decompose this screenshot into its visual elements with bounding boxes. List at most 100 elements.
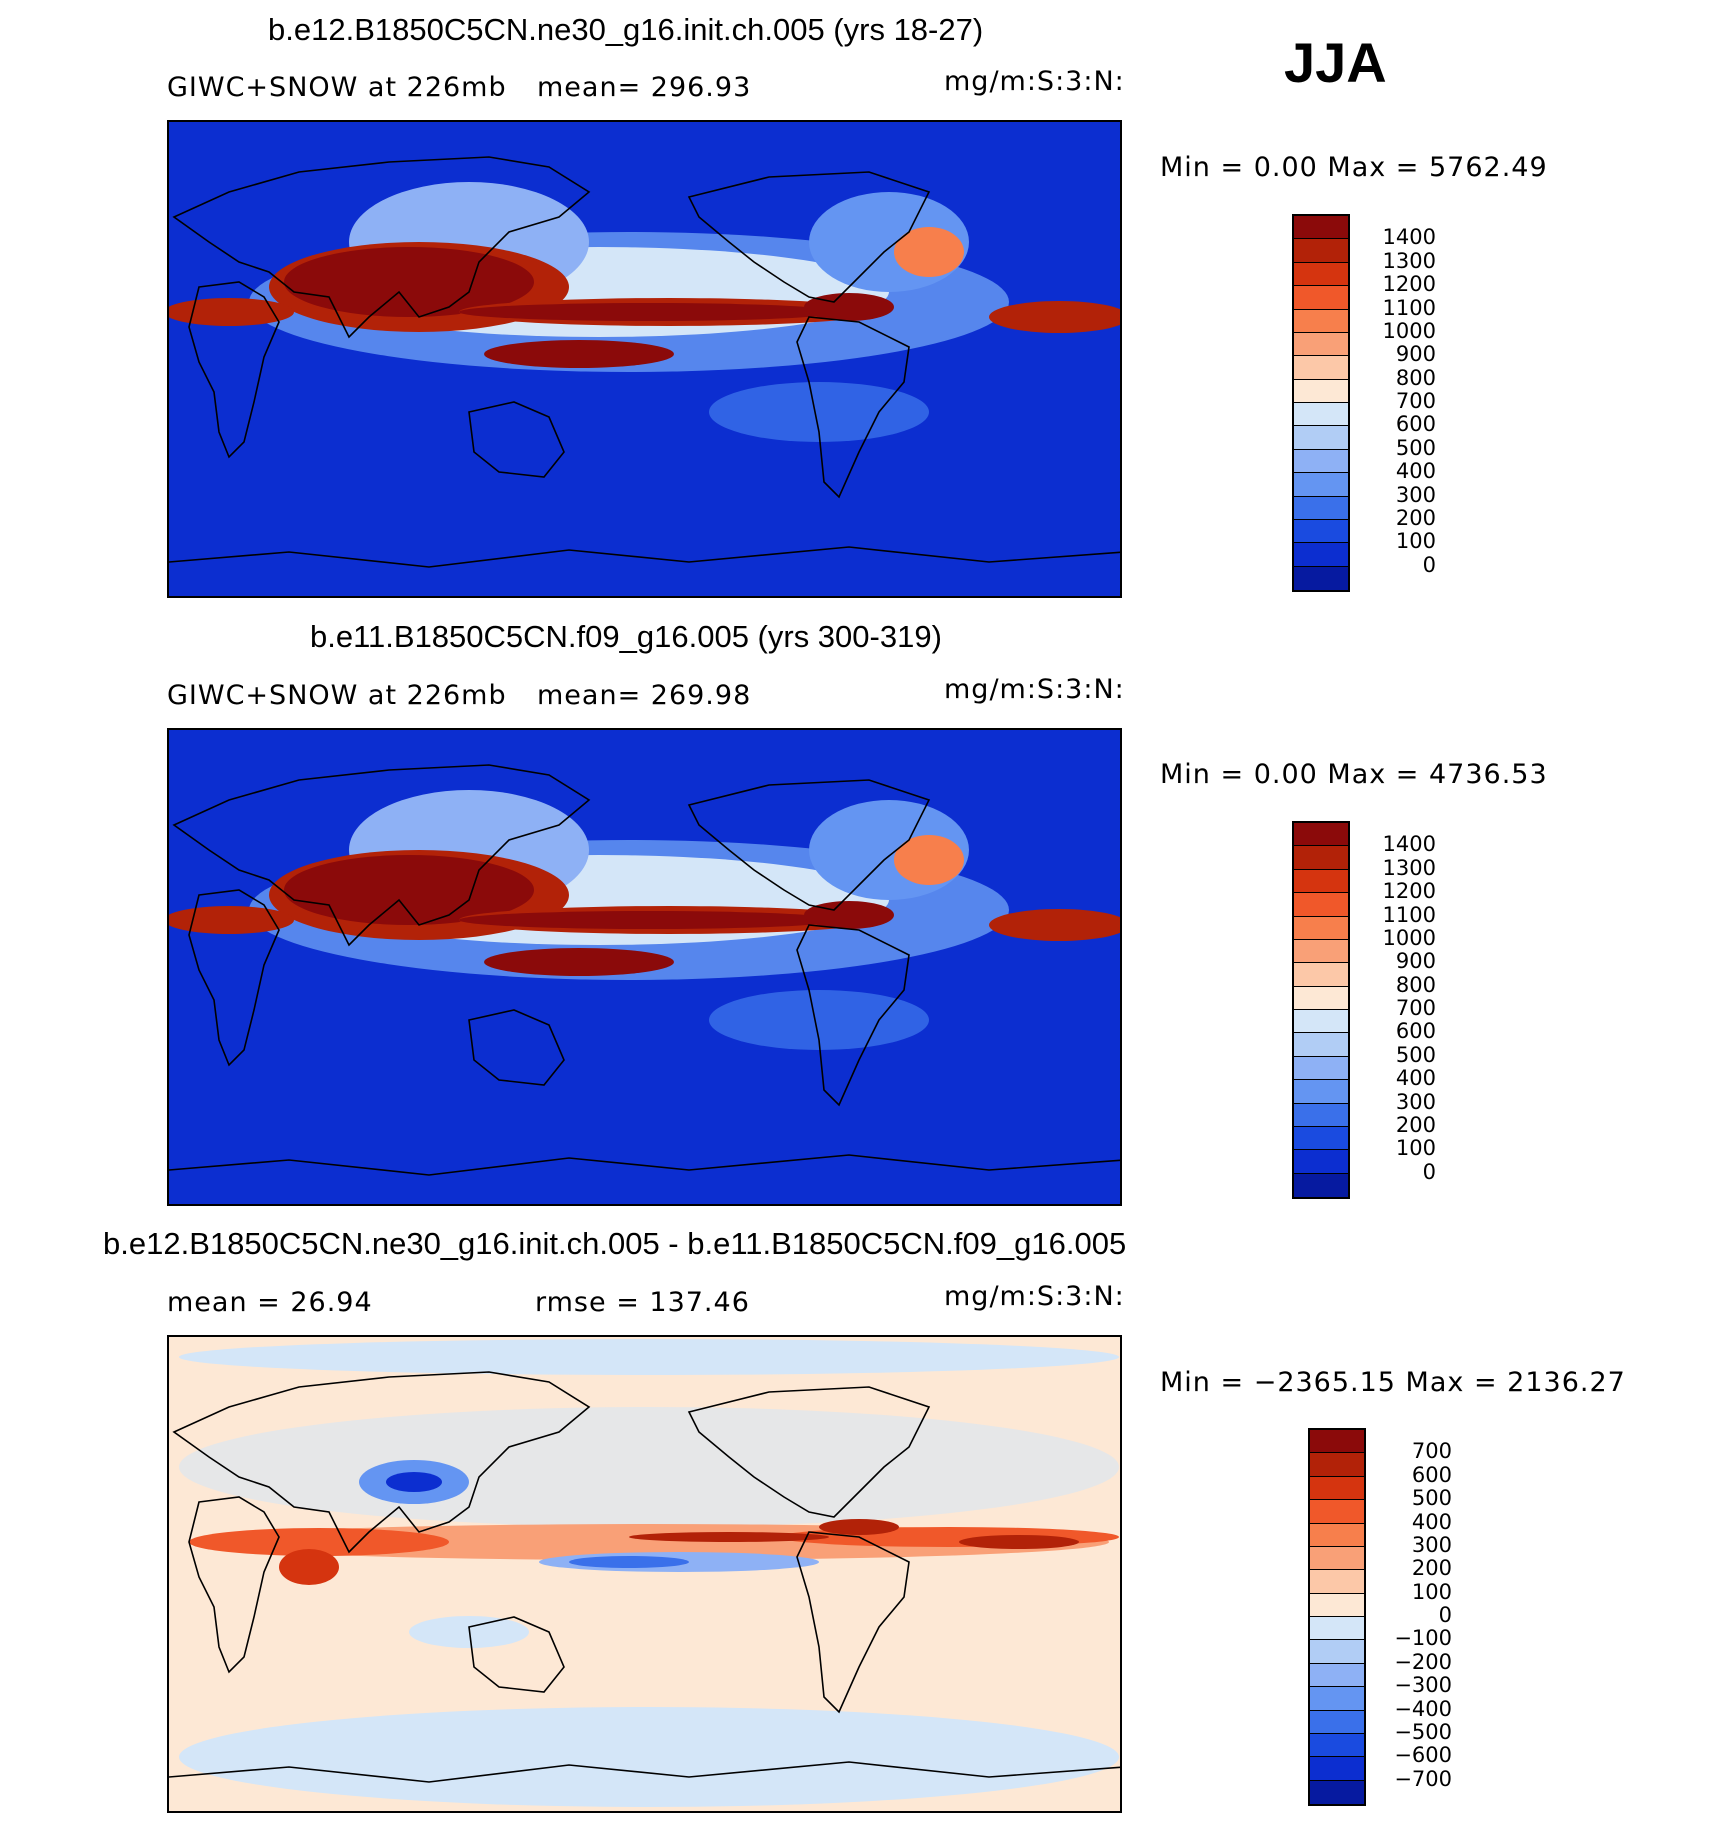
colorbar-swatch (1294, 1173, 1348, 1197)
colorbar-swatch (1310, 1546, 1364, 1571)
panel-3-field (169, 1337, 1120, 1811)
colorbar-swatch (1294, 519, 1348, 544)
colorbar-tick-label: −600 (1394, 1743, 1452, 1768)
colorbar-tick-label: 200 (1395, 1112, 1436, 1137)
colorbar-swatch (1310, 1733, 1364, 1758)
colorbar-tick-label: 900 (1395, 342, 1436, 367)
colorbar-swatch (1310, 1453, 1364, 1477)
colorbar-tick-label: 600 (1395, 1019, 1436, 1044)
panel-1-variable: GIWC+SNOW at 226mb (167, 72, 507, 103)
colorbar-swatch (1294, 426, 1348, 450)
colorbar-tick-label: −700 (1394, 1766, 1452, 1791)
colorbar-tick-label: 0 (1438, 1603, 1452, 1627)
colorbar-swatch (1294, 216, 1348, 240)
colorbar-tick-label: 1100 (1382, 295, 1436, 320)
colorbar-swatch (1294, 963, 1348, 987)
panel-2-units: mg/m:S:3:N: (944, 674, 1125, 705)
colorbar-tick-label: 300 (1411, 1532, 1452, 1557)
colorbar-tick-label: 300 (1395, 1089, 1436, 1114)
colorbar-swatch (1310, 1687, 1364, 1711)
panel-1-units: mg/m:S:3:N: (944, 66, 1125, 97)
colorbar-tick-label: 500 (1395, 1042, 1436, 1067)
colorbar-swatch (1294, 1080, 1348, 1104)
panel-2-colorbar (1292, 821, 1350, 1199)
panel-3-units: mg/m:S:3:N: (944, 1281, 1125, 1312)
colorbar-swatch (1294, 566, 1348, 590)
colorbar-tick-label: −300 (1394, 1673, 1452, 1698)
colorbar-swatch (1294, 262, 1348, 287)
colorbar-tick-label: 700 (1395, 996, 1436, 1020)
colorbar-swatch (1310, 1593, 1364, 1617)
colorbar-swatch (1310, 1780, 1364, 1804)
colorbar-tick-label: 700 (1411, 1439, 1452, 1464)
colorbar-tick-label: −200 (1394, 1649, 1452, 1674)
panel-3-map (167, 1335, 1122, 1813)
colorbar-swatch (1294, 1033, 1348, 1057)
colorbar-tick-label: 1000 (1382, 318, 1436, 343)
colorbar-swatch (1294, 939, 1348, 964)
panel-1-mean: mean= 296.93 (537, 72, 752, 103)
colorbar-swatch (1310, 1710, 1364, 1734)
colorbar-swatch (1310, 1430, 1364, 1454)
colorbar-tick-label: −500 (1394, 1719, 1452, 1744)
panel-1-colorbar (1292, 214, 1350, 592)
colorbar-tick-label: 1300 (1382, 855, 1436, 880)
colorbar-tick-label: 1200 (1382, 272, 1436, 297)
colorbar-tick-label: 900 (1395, 949, 1436, 974)
colorbar-swatch (1294, 286, 1348, 310)
colorbar-swatch (1294, 916, 1348, 940)
colorbar-tick-label: 700 (1395, 389, 1436, 413)
panel-2-title: b.e11.B1850C5CN.f09_g16.005 (yrs 300-319… (310, 619, 942, 654)
colorbar-tick-label: 1400 (1382, 225, 1436, 250)
colorbar-tick-label: 1400 (1382, 832, 1436, 857)
colorbar-tick-label: −100 (1394, 1626, 1452, 1651)
colorbar-tick-label: 1200 (1382, 879, 1436, 904)
panel-2-variable: GIWC+SNOW at 226mb (167, 680, 507, 711)
colorbar-swatch (1310, 1523, 1364, 1547)
colorbar-swatch (1294, 1150, 1348, 1174)
colorbar-swatch (1310, 1663, 1364, 1688)
colorbar-swatch (1294, 356, 1348, 380)
colorbar-swatch (1310, 1617, 1364, 1641)
panel-3-mean: mean = 26.94 (167, 1287, 373, 1318)
colorbar-swatch (1294, 379, 1348, 403)
colorbar-tick-label: 300 (1395, 482, 1436, 507)
colorbar-swatch (1310, 1640, 1364, 1664)
panel-1-field (169, 122, 1120, 596)
colorbar-tick-label: 200 (1395, 505, 1436, 530)
colorbar-swatch (1294, 1010, 1348, 1034)
colorbar-tick-label: 1100 (1382, 902, 1436, 927)
colorbar-tick-label: 400 (1395, 459, 1436, 484)
colorbar-tick-label: 0 (1422, 552, 1436, 577)
panel-2-minmax: Min = 0.00 Max = 4736.53 (1160, 759, 1548, 790)
colorbar-swatch (1294, 473, 1348, 497)
panel-1-minmax: Min = 0.00 Max = 5762.49 (1160, 152, 1548, 183)
colorbar-swatch (1294, 986, 1348, 1010)
colorbar-swatch (1294, 332, 1348, 357)
colorbar-swatch (1294, 846, 1348, 870)
colorbar-swatch (1294, 1103, 1348, 1127)
colorbar-tick-label: 1300 (1382, 248, 1436, 273)
colorbar-swatch (1294, 309, 1348, 333)
colorbar-swatch (1310, 1757, 1364, 1781)
panel-3-colorbar (1308, 1428, 1366, 1806)
colorbar-tick-label: 800 (1395, 365, 1436, 390)
colorbar-swatch (1294, 893, 1348, 917)
colorbar-swatch (1294, 823, 1348, 847)
colorbar-tick-label: 400 (1395, 1066, 1436, 1091)
panel-2-field (169, 730, 1120, 1204)
panel-3-minmax: Min = −2365.15 Max = 2136.27 (1160, 1367, 1626, 1398)
colorbar-tick-label: 100 (1395, 529, 1436, 554)
colorbar-swatch (1310, 1500, 1364, 1524)
colorbar-swatch (1294, 1056, 1348, 1081)
colorbar-tick-label: 200 (1411, 1556, 1452, 1581)
colorbar-tick-label: 500 (1395, 435, 1436, 460)
colorbar-tick-label: 100 (1395, 1136, 1436, 1161)
season-label: JJA (1284, 31, 1387, 94)
panel-1-map (167, 120, 1122, 598)
colorbar-swatch (1294, 869, 1348, 894)
colorbar-swatch (1294, 239, 1348, 263)
colorbar-tick-label: 100 (1411, 1579, 1452, 1604)
colorbar-swatch (1310, 1570, 1364, 1594)
panel-2-mean: mean= 269.98 (537, 680, 752, 711)
